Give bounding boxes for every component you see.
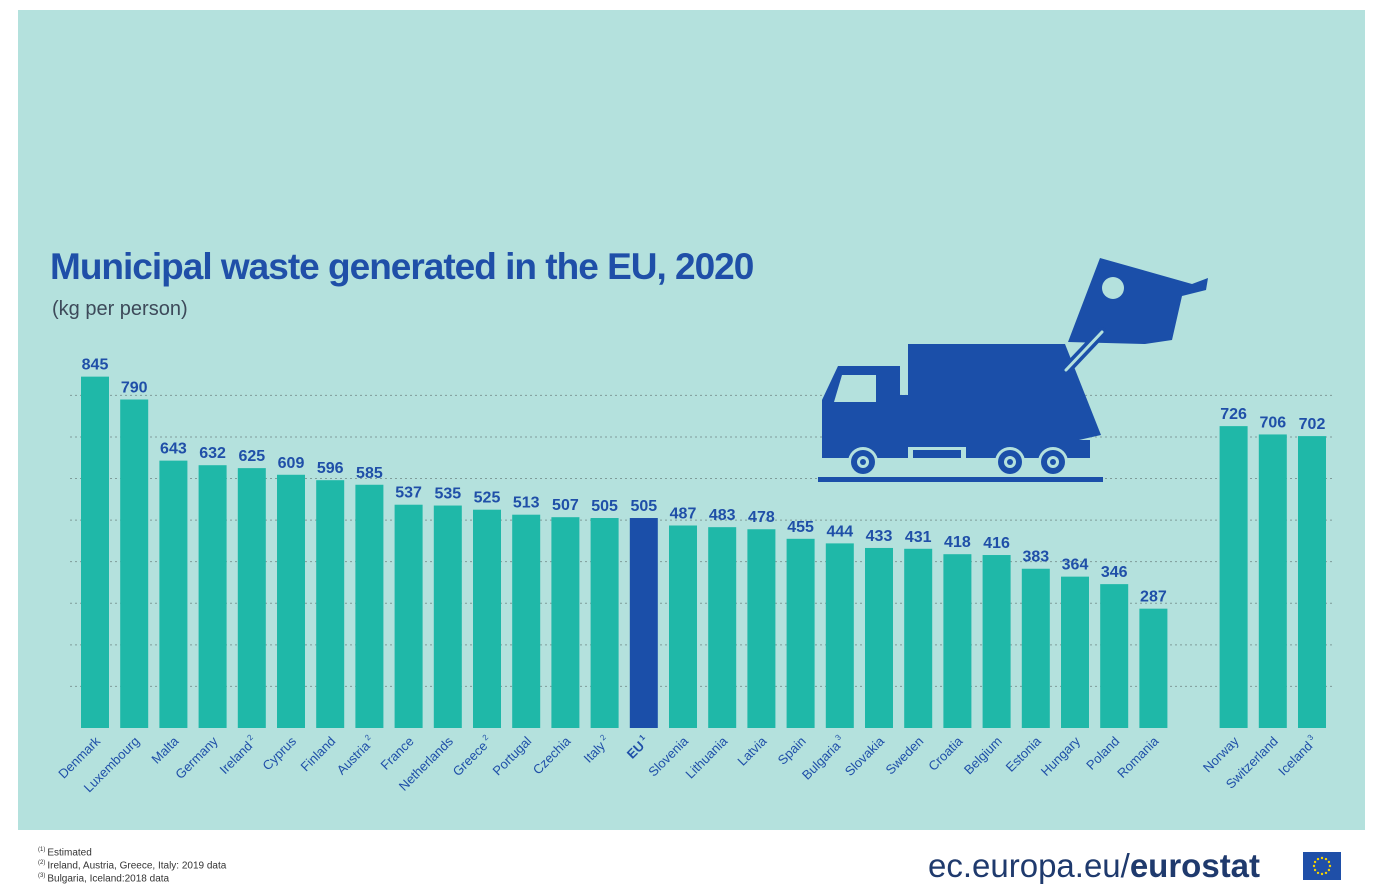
footnote-1: (1) Estimated: [38, 847, 92, 859]
value-label: 287: [1140, 589, 1167, 606]
bar-estonia: [1021, 568, 1050, 728]
bar-switzerland: [1258, 434, 1287, 728]
footnote-3: (3) Bulgaria, Iceland:2018 data: [38, 873, 170, 885]
value-label: 483: [709, 507, 736, 524]
bar-france: [394, 504, 423, 728]
category-label: EU 1: [623, 732, 652, 761]
category-label: Slovakia: [842, 733, 888, 779]
category-label: Austria 2: [333, 732, 378, 777]
value-label: 346: [1101, 564, 1128, 581]
bar-lithuania: [708, 527, 737, 728]
bar-ireland: [237, 468, 266, 728]
category-label: Bulgaria 3: [798, 732, 848, 782]
value-label: 537: [395, 485, 422, 502]
bar-germany: [198, 465, 227, 728]
bar-hungary: [1061, 576, 1089, 728]
category-label: Italy 2: [580, 732, 613, 765]
value-label: 487: [670, 506, 697, 523]
bar-sweden: [904, 548, 933, 728]
bar-eu: [629, 518, 658, 728]
category-label: Cyprus: [259, 733, 299, 773]
bar-czechia: [551, 517, 580, 728]
bar-greece: [473, 509, 501, 728]
value-label: 416: [983, 535, 1010, 552]
value-label: 507: [552, 497, 579, 514]
category-label: Romania: [1114, 733, 1162, 781]
value-label: 444: [826, 523, 853, 540]
value-label: 383: [1022, 549, 1049, 566]
category-label: Portugal: [489, 733, 534, 778]
bar-austria: [355, 484, 384, 728]
value-label: 845: [82, 357, 109, 374]
value-label: 706: [1259, 414, 1286, 431]
bar-finland: [316, 480, 345, 728]
value-label: 513: [513, 495, 540, 512]
bar-spain: [786, 538, 815, 728]
category-label: Greece 2: [449, 732, 496, 779]
value-label: 505: [630, 498, 657, 515]
bar-croatia: [943, 554, 972, 728]
value-label: 535: [434, 486, 461, 503]
brand-name: eurostat: [1129, 847, 1261, 884]
brand-url-prefix: ec.europa.eu/: [928, 847, 1130, 884]
bar-belgium: [982, 555, 1011, 728]
chart-subtitle: (kg per person): [52, 298, 188, 320]
bar-malta: [159, 460, 188, 728]
value-label: 643: [160, 441, 187, 458]
eurostat-logo[interactable]: ec.europa.eu/eurostat: [928, 847, 1260, 885]
value-label: 455: [787, 519, 814, 536]
category-label: Ireland 2: [216, 732, 261, 777]
value-label: 433: [866, 528, 893, 545]
value-label: 478: [748, 509, 775, 526]
category-label: Belgium: [961, 734, 1005, 778]
value-label: 505: [591, 498, 618, 515]
value-label: 632: [199, 445, 226, 462]
bar-norway: [1219, 426, 1248, 728]
value-label: 596: [317, 460, 344, 477]
value-label: 431: [905, 529, 932, 546]
eu-flag-icon: [1303, 852, 1341, 880]
bar-romania: [1139, 608, 1168, 728]
value-label: 364: [1062, 557, 1089, 574]
value-label: 726: [1220, 406, 1247, 423]
garbage-truck-icon: [818, 258, 1208, 482]
category-label: Germany: [172, 733, 221, 782]
category-label: Sweden: [882, 734, 926, 778]
value-label: 702: [1299, 416, 1326, 433]
bar-portugal: [512, 514, 541, 728]
chart-title: Municipal waste generated in the EU, 202…: [50, 246, 754, 287]
category-label: Hungary: [1038, 733, 1084, 779]
category-label: Lithuania: [682, 733, 730, 781]
value-labels: 845 790 643 632 625 609 596 585 537 535 525 513 507 5…: [82, 357, 1326, 606]
category-label: Iceland 3: [1274, 732, 1320, 778]
bar-denmark: [81, 376, 109, 728]
value-label: 609: [278, 455, 305, 472]
bar-slovakia: [865, 547, 893, 728]
bar-bulgaria: [825, 543, 854, 728]
bar-poland: [1100, 584, 1129, 728]
category-label: Finland: [298, 734, 339, 775]
value-label: 418: [944, 534, 971, 551]
bar-luxembourg: [120, 399, 149, 728]
bar-latvia: [747, 529, 776, 728]
bar-netherlands: [433, 505, 462, 728]
category-label: Malta: [148, 733, 182, 767]
bar-iceland: [1298, 436, 1326, 728]
category-label: Croatia: [925, 733, 966, 774]
value-label: 790: [121, 380, 148, 397]
bars: [81, 376, 1326, 728]
footnote-2: (2) Ireland, Austria, Greece, Italy: 2019…: [38, 860, 227, 872]
bar-slovenia: [669, 525, 697, 728]
category-label: Czechia: [530, 733, 574, 777]
bar-italy: [590, 518, 619, 728]
value-label: 625: [238, 448, 265, 465]
category-label: Latvia: [734, 733, 770, 769]
bar-cyprus: [277, 474, 305, 728]
value-label: 585: [356, 465, 383, 482]
value-label: 525: [474, 490, 501, 507]
category-label: Spain: [775, 734, 809, 768]
